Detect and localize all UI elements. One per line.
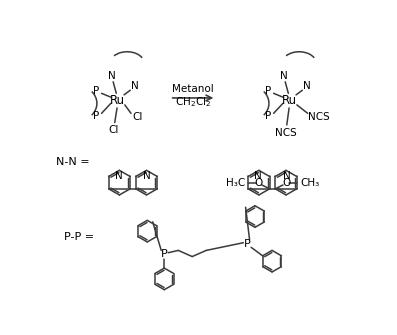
Text: Cl: Cl xyxy=(109,125,119,135)
Text: P: P xyxy=(265,86,271,96)
Text: N: N xyxy=(115,171,123,181)
Text: Ru: Ru xyxy=(110,94,125,107)
Text: N: N xyxy=(283,171,291,181)
Text: P: P xyxy=(244,239,251,249)
Text: Cl: Cl xyxy=(133,112,143,122)
Text: N: N xyxy=(254,171,262,181)
Text: P: P xyxy=(93,111,99,121)
Text: NCS: NCS xyxy=(275,128,297,138)
Text: N: N xyxy=(143,171,151,181)
Text: NCS: NCS xyxy=(308,112,330,122)
Text: H₃C: H₃C xyxy=(225,178,245,188)
Text: N: N xyxy=(108,71,116,81)
Text: P: P xyxy=(161,249,168,259)
Text: Metanol: Metanol xyxy=(172,84,214,94)
Text: P: P xyxy=(93,86,99,96)
Text: N-N =: N-N = xyxy=(56,157,89,167)
Text: O: O xyxy=(282,178,290,188)
Text: Ru: Ru xyxy=(282,94,297,107)
Text: P: P xyxy=(265,111,271,121)
Text: N: N xyxy=(131,81,139,91)
Text: N: N xyxy=(303,81,311,91)
Text: CH₃: CH₃ xyxy=(300,178,319,188)
Text: P-P =: P-P = xyxy=(64,231,94,242)
Text: O: O xyxy=(254,178,263,188)
Text: N: N xyxy=(280,71,287,81)
Text: CH$_2$Cl$_2$: CH$_2$Cl$_2$ xyxy=(175,95,211,109)
